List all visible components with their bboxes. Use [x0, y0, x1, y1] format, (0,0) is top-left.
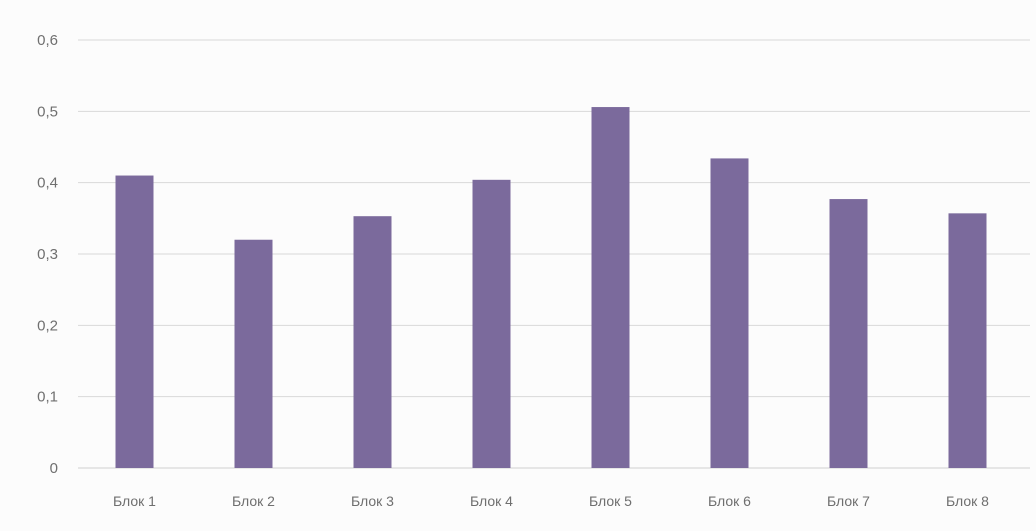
- bar: [472, 179, 511, 468]
- bars: [115, 107, 987, 469]
- x-category-label: Блок 3: [351, 493, 394, 509]
- x-axis-category-labels: Блок 1 Блок 2 Блок 3 Блок 4 Блок 5 Блок 6 Блок…: [113, 493, 989, 509]
- y-tick-label: 0,6: [37, 32, 58, 49]
- bar: [591, 107, 630, 468]
- x-category-label: Блок 4: [470, 493, 513, 509]
- y-tick-label: 0,3: [37, 246, 58, 263]
- y-tick-label: 0,5: [37, 103, 58, 120]
- y-tick-label: 0,1: [37, 389, 58, 406]
- gridlines: [78, 39, 1030, 469]
- bar: [353, 216, 392, 468]
- x-category-label: Блок 7: [827, 493, 870, 509]
- x-category-label: Блок 2: [232, 493, 275, 509]
- bar: [710, 158, 749, 468]
- x-category-label: Блок 8: [946, 493, 989, 509]
- bar: [948, 213, 987, 468]
- bar: [115, 175, 154, 469]
- x-category-label: Блок 5: [589, 493, 632, 509]
- x-category-label: Блок 1: [113, 493, 156, 509]
- x-category-label: Блок 6: [708, 493, 751, 509]
- y-axis-tick-labels: 0 0,1 0,2 0,3 0,4 0,5 0,6: [37, 32, 58, 477]
- y-tick-label: 0,4: [37, 175, 58, 192]
- bar: [829, 199, 868, 468]
- bar: [234, 239, 273, 468]
- y-tick-label: 0: [50, 460, 58, 477]
- y-tick-label: 0,2: [37, 317, 58, 334]
